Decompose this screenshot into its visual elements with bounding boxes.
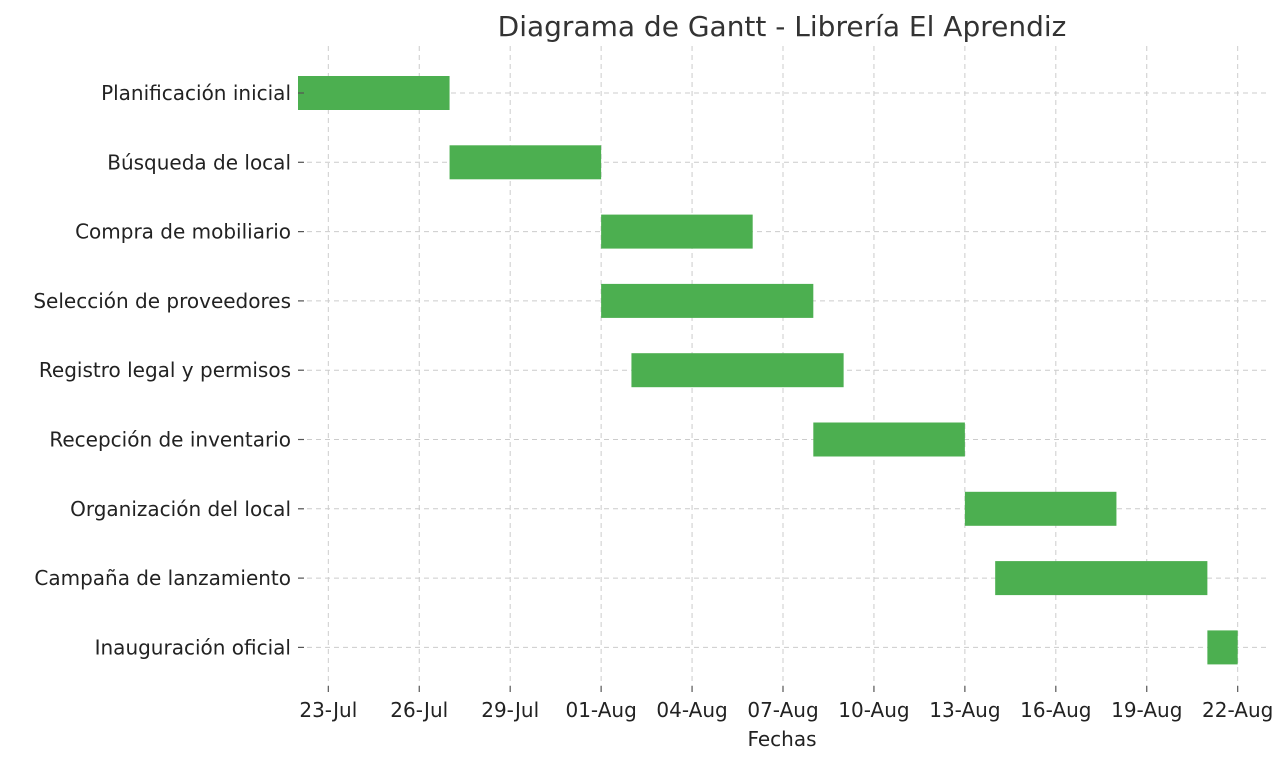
task-label: Recepción de inventario [49,428,291,452]
gantt-bar [601,283,814,318]
x-tick-label: 01-Aug [565,698,636,722]
gantt-bar [964,491,1117,526]
grid-layer [298,46,1268,686]
task-label: Registro legal y permisos [39,358,291,382]
x-tick-label: 04-Aug [656,698,727,722]
task-label: Compra de mobiliario [75,220,291,244]
x-tick-label: 19-Aug [1111,698,1182,722]
x-tick-label: 07-Aug [747,698,818,722]
gantt-bar [1207,630,1238,665]
task-label: Selección de proveedores [33,289,291,313]
gantt-bar [631,353,844,388]
y-axis: Planificación inicial Búsqueda de local Co… [33,81,304,659]
task-label: Inauguración oficial [95,635,291,659]
task-label: Organización del local [70,497,291,521]
x-tick-label: 29-Jul [481,698,539,722]
task-label: Planificación inicial [101,81,291,105]
chart-title: Diagrama de Gantt - Librería El Aprendiz [498,10,1067,43]
gantt-bar [813,422,965,457]
x-tick-label: 10-Aug [838,698,909,722]
x-axis-label: Fechas [747,727,816,751]
gantt-bar [601,214,753,249]
bars-layer [298,76,1238,665]
x-axis: 23-Jul 26-Jul 29-Jul 01-Aug 04-Aug 07-Aug 10-A… [299,686,1273,722]
gantt-bar [995,561,1208,596]
x-tick-label: 26-Jul [390,698,448,722]
x-tick-label: 13-Aug [929,698,1000,722]
x-tick-label: 23-Jul [299,698,357,722]
gantt-bar [449,145,602,180]
x-tick-label: 22-Aug [1202,698,1273,722]
task-label: Campaña de lanzamiento [34,566,291,590]
gantt-bar [298,76,450,110]
x-tick-label: 16-Aug [1020,698,1091,722]
task-label: Búsqueda de local [107,150,291,174]
